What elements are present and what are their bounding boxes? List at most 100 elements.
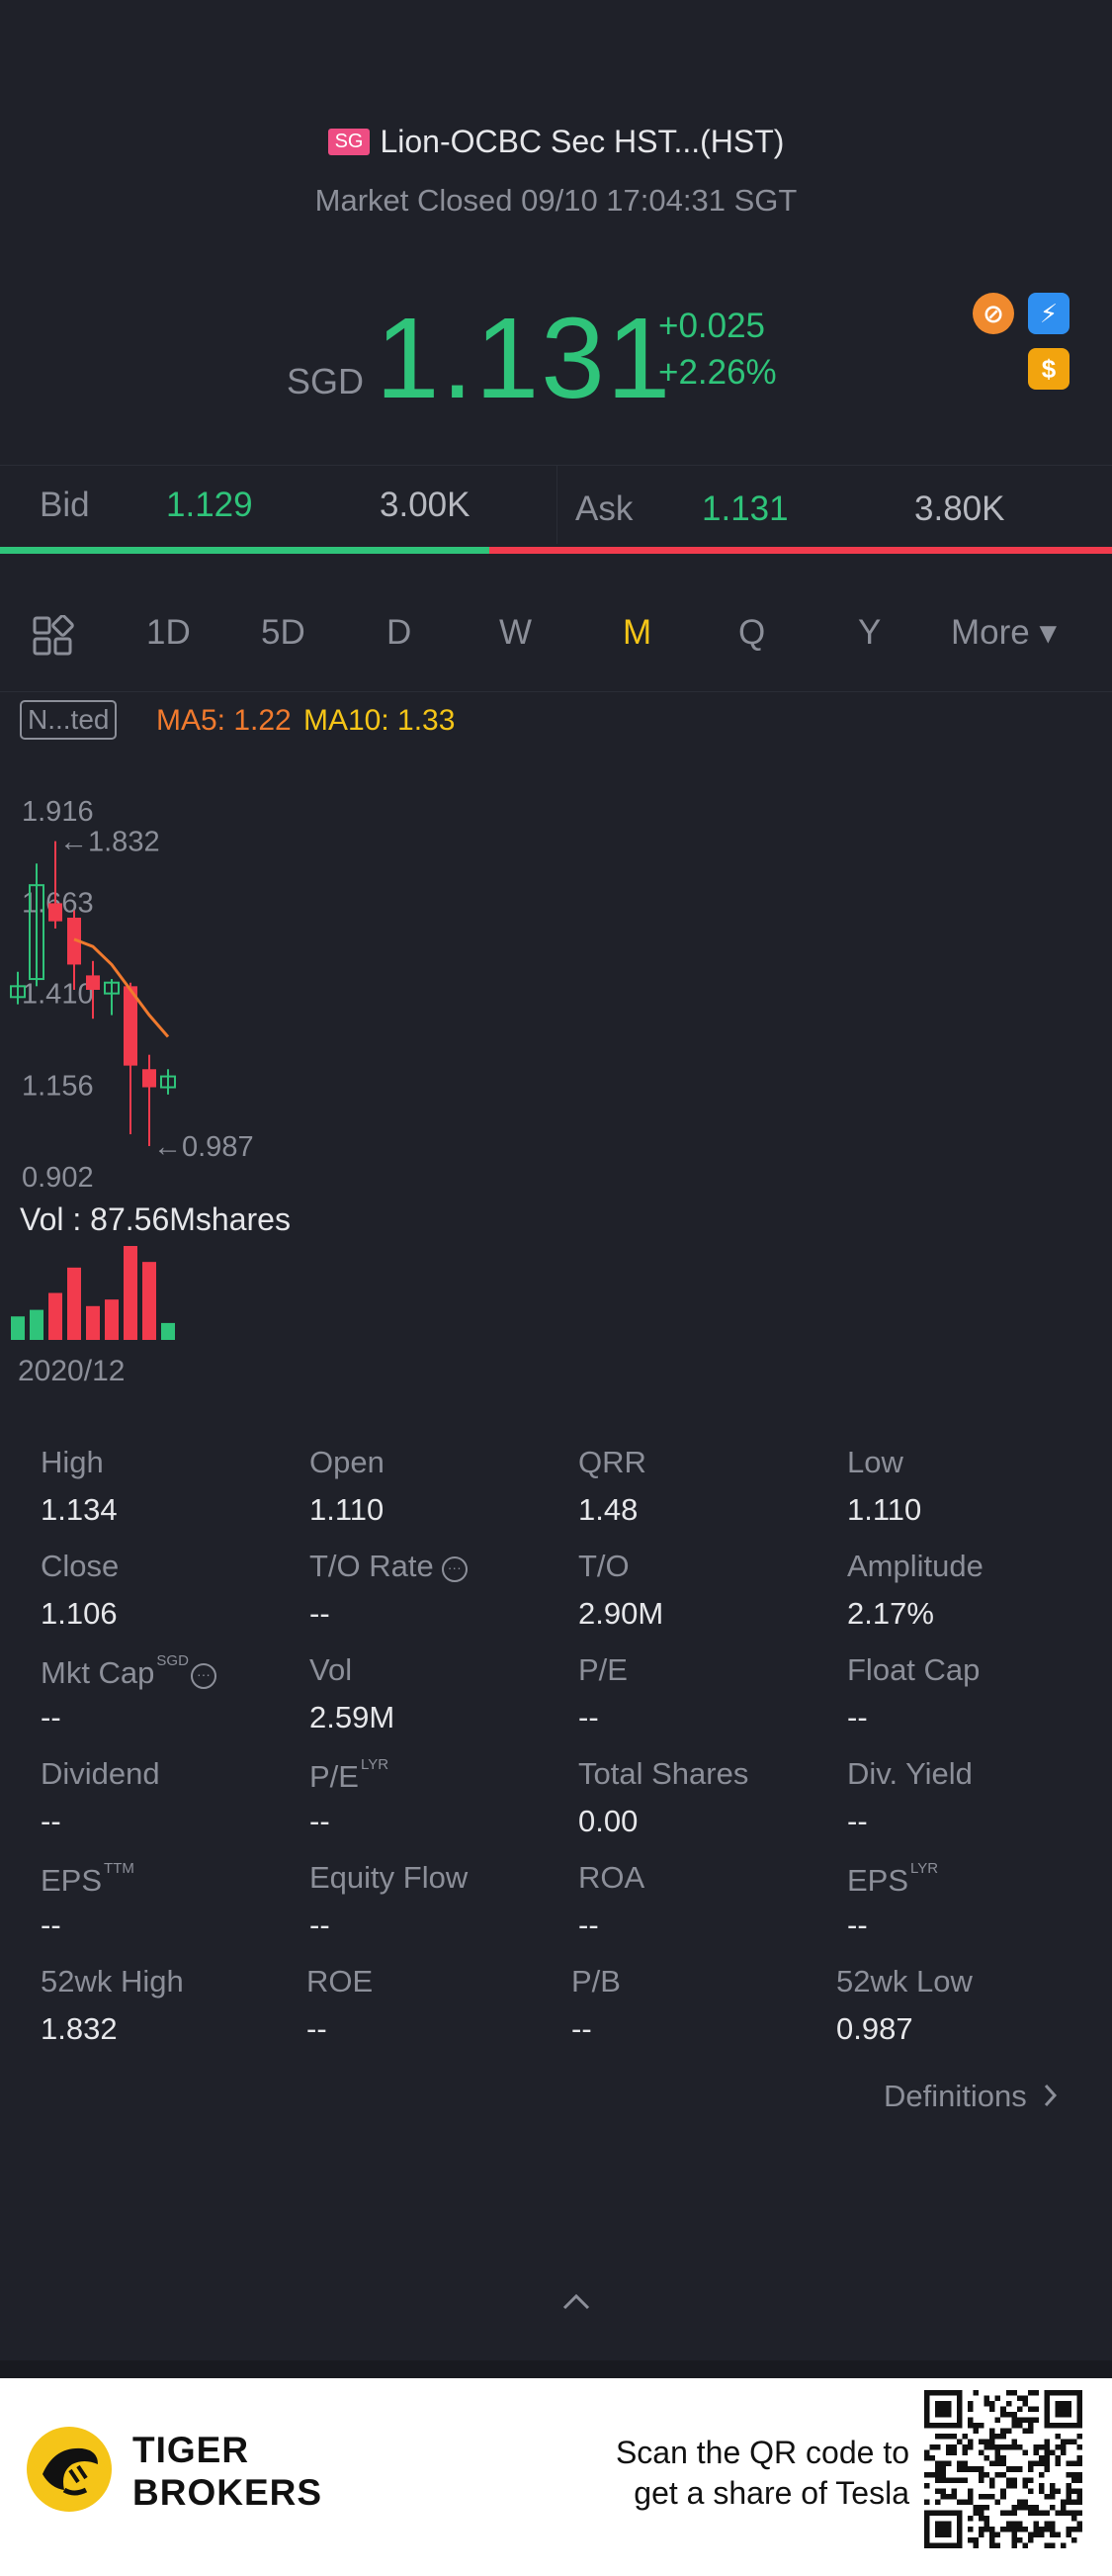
- stat-vol-label: Vol: [309, 1652, 353, 1687]
- stat-divyield-label: Div. Yield: [847, 1756, 973, 1791]
- ask-size: 3.80K: [914, 489, 1005, 528]
- market-status: Market Closed 09/10 17:04:31 SGT: [314, 183, 798, 218]
- volume-bar: [86, 1305, 100, 1340]
- volume-label: Vol : 87.56Mshares: [20, 1201, 291, 1237]
- tab-m[interactable]: M: [623, 613, 652, 652]
- stat-floatcap: --: [847, 1700, 868, 1734]
- stat-open-label: Open: [309, 1445, 385, 1479]
- flash-icon[interactable]: ⚡: [1028, 293, 1069, 334]
- stat-amplitude: 2.17%: [847, 1596, 934, 1631]
- tab-1d[interactable]: 1D: [146, 613, 191, 652]
- volume-bar: [105, 1299, 119, 1340]
- bid-size: 3.00K: [380, 486, 470, 524]
- stat-to-rate: --: [309, 1596, 330, 1631]
- candle-body: [104, 981, 120, 995]
- candle-body: [67, 918, 81, 965]
- stat-dividend: --: [41, 1804, 61, 1838]
- stat-amplitude-label: Amplitude: [847, 1549, 984, 1583]
- tab-5d[interactable]: 5D: [261, 613, 305, 652]
- candle-body: [160, 1075, 176, 1089]
- ma10-label: MA10: 1.33: [303, 704, 456, 737]
- y-tick-label: 1.156: [22, 1070, 94, 1102]
- dollar-icon[interactable]: $: [1028, 348, 1069, 390]
- adjust-toggle[interactable]: N...ted: [20, 700, 118, 740]
- stat-mktcap: --: [41, 1700, 61, 1734]
- volume-bar: [124, 1246, 137, 1340]
- tab-w[interactable]: W: [499, 613, 533, 652]
- stock-name: Lion-OCBC Sec HST...(HST): [380, 124, 785, 159]
- y-tick-label: 1.916: [22, 796, 94, 828]
- candle-body: [86, 975, 100, 990]
- info-icon[interactable]: ···: [441, 1556, 468, 1582]
- date-label: 2020/12: [18, 1355, 126, 1387]
- stat-low: 1.110: [847, 1492, 922, 1527]
- volume-bar: [161, 1322, 175, 1340]
- tab-more[interactable]: More ▾: [951, 613, 1058, 652]
- stat-eps-lyr-label: EPS LYR: [847, 1860, 939, 1898]
- stat-pe-lyr: --: [309, 1804, 330, 1838]
- no-short-sell-icon[interactable]: ⊘: [973, 293, 1014, 334]
- grid-layout-icon[interactable]: [32, 615, 75, 659]
- stat-shares-label: Total Shares: [578, 1756, 749, 1791]
- chevron-right-icon: [1045, 2084, 1058, 2107]
- tiger-logo-icon: [27, 2427, 112, 2512]
- stat-52wk-low: 0.987: [836, 2011, 913, 2046]
- volume-bar: [67, 1267, 81, 1340]
- stat-vol: 2.59M: [309, 1700, 395, 1734]
- ma5-label: MA5: 1.22: [156, 704, 292, 737]
- stat-open: 1.110: [309, 1492, 385, 1527]
- bid-ask-panel[interactable]: Bid 1.129 3.00K Ask 1.131 3.80K: [0, 465, 1112, 544]
- stat-close-label: Close: [41, 1549, 120, 1583]
- stat-high-label: High: [41, 1445, 104, 1479]
- volume-bar: [48, 1292, 62, 1340]
- y-tick-label: 0.902: [22, 1162, 94, 1194]
- stat-floatcap-label: Float Cap: [847, 1652, 981, 1687]
- chevron-up-icon[interactable]: [558, 2284, 594, 2320]
- bid-label: Bid: [40, 486, 90, 524]
- y-tick-label: 1.410: [22, 979, 94, 1011]
- qr-code-icon[interactable]: [924, 2390, 1082, 2548]
- ma-line: [73, 937, 170, 1038]
- stat-equity: --: [309, 1908, 330, 1942]
- price-change-percent: +2.26%: [658, 353, 777, 392]
- high-marker: ←1.832: [59, 827, 160, 858]
- period-tabs: 1D 5D D W M Q Y More ▾: [0, 593, 1112, 692]
- stat-roa: --: [578, 1908, 599, 1942]
- candle-body: [29, 884, 44, 981]
- stat-52wk-high-label: 52wk High: [41, 1964, 184, 1999]
- volume-bar: [11, 1316, 25, 1340]
- stat-close: 1.106: [41, 1596, 118, 1631]
- stat-roe-label: ROE: [306, 1964, 374, 1999]
- brand-name-line2: BROKERS: [132, 2472, 323, 2513]
- stat-pe-label: P/E: [578, 1652, 628, 1687]
- stat-eps-lyr: --: [847, 1908, 868, 1942]
- stat-52wk-low-label: 52wk Low: [836, 1964, 973, 1999]
- tab-y[interactable]: Y: [858, 613, 882, 652]
- volume-bar: [30, 1309, 43, 1340]
- tab-q[interactable]: Q: [738, 613, 766, 652]
- ask-strength-bar: [489, 547, 1112, 554]
- volume-bar: [142, 1262, 156, 1340]
- candle-body: [48, 903, 62, 922]
- stat-eps-ttm: --: [41, 1908, 61, 1942]
- stat-52wk-high: 1.832: [41, 2011, 118, 2046]
- bid-ask-divider: [556, 465, 557, 544]
- stat-high: 1.134: [41, 1492, 118, 1527]
- info-icon[interactable]: ···: [190, 1663, 216, 1689]
- definitions-link[interactable]: Definitions: [884, 2079, 1061, 2114]
- stat-to-label: T/O: [578, 1549, 630, 1583]
- promo-text-line1: Scan the QR code to: [615, 2435, 909, 2470]
- promo-text-line2: get a share of Tesla: [634, 2475, 909, 2511]
- stat-equity-label: Equity Flow: [309, 1860, 469, 1895]
- stat-roa-label: ROA: [578, 1860, 645, 1895]
- ask-price: 1.131: [702, 489, 789, 528]
- stat-shares: 0.00: [578, 1804, 639, 1838]
- price-change: +0.025: [658, 307, 766, 345]
- stat-qrr-label: QRR: [578, 1445, 646, 1479]
- tab-d[interactable]: D: [386, 613, 412, 652]
- stock-title[interactable]: SG Lion-OCBC Sec HST...(HST): [0, 124, 1112, 160]
- stat-divyield: --: [847, 1804, 868, 1838]
- stat-pb: --: [571, 2011, 592, 2046]
- candle-body: [124, 986, 137, 1066]
